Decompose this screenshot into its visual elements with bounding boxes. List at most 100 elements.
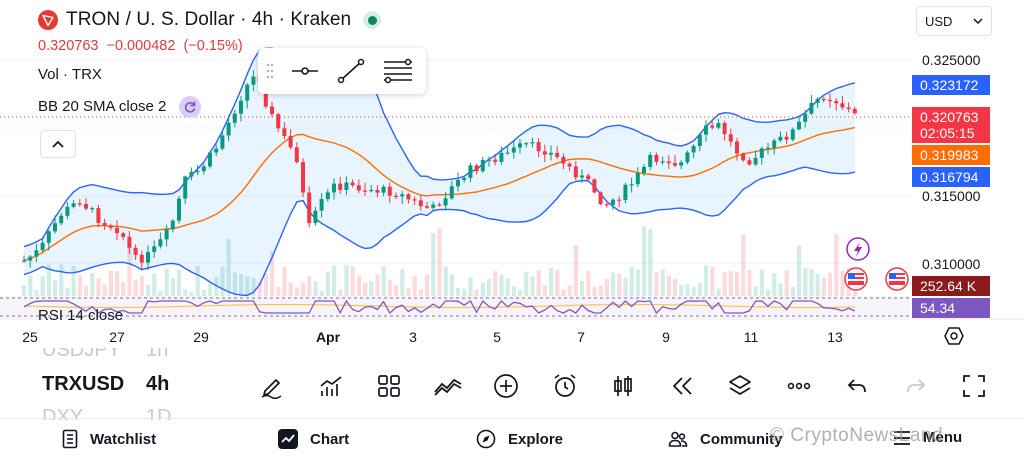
- symbol-title[interactable]: TRON / U. S. Dollar · 4h · Kraken: [66, 9, 352, 30]
- candle-body: [245, 84, 250, 101]
- y-axis-tick: 0.315000: [922, 188, 981, 204]
- candle-body: [840, 103, 845, 108]
- volume-bar: [84, 285, 89, 296]
- more-button[interactable]: [777, 368, 821, 404]
- candle-body: [530, 142, 535, 144]
- candles-button[interactable]: [601, 368, 645, 404]
- x-axis-tick: 25: [22, 329, 38, 345]
- rsi-indicator-label[interactable]: RSI 14 close: [38, 307, 123, 324]
- compare-symbol-button[interactable]: [484, 368, 528, 404]
- rsi-label-text: RSI 14 close: [38, 307, 124, 324]
- horizontal-line-tool-icon[interactable]: [290, 59, 320, 83]
- candle-body: [573, 166, 578, 178]
- volume-bar: [797, 245, 802, 296]
- symbol-name: DXY: [42, 406, 84, 420]
- volume-bar: [629, 266, 634, 296]
- volume-bar: [499, 274, 504, 296]
- us-flag-event-icon-2[interactable]: [885, 267, 909, 291]
- symbol-option[interactable]: DXY 1D: [42, 406, 172, 420]
- volume-bar: [350, 266, 355, 296]
- bollinger-indicator-label[interactable]: BB 20 SMA close 2: [38, 96, 201, 118]
- trend-line-tool-icon[interactable]: [336, 57, 366, 85]
- symbol-option[interactable]: USDJPY 1h: [42, 348, 172, 362]
- symbol-option-selected[interactable]: TRXUSD 4h: [42, 362, 172, 406]
- candle-body: [356, 185, 361, 191]
- x-axis-tick: Apr: [315, 329, 341, 345]
- chart-type-button[interactable]: [426, 368, 470, 404]
- alert-button[interactable]: [543, 368, 587, 404]
- candle-body: [821, 98, 826, 101]
- candle-body: [716, 123, 721, 128]
- candle-body: [164, 229, 169, 240]
- refresh-icon[interactable]: [178, 96, 201, 118]
- candle-body: [536, 142, 541, 152]
- candle-body: [753, 157, 758, 165]
- object-tree-button[interactable]: [718, 368, 762, 404]
- candle-body: [232, 113, 237, 123]
- candle-body: [177, 198, 181, 221]
- candlestick-icon: [614, 376, 632, 396]
- compass-icon: [476, 429, 496, 449]
- collapse-indicators-button[interactable]: [40, 130, 76, 158]
- indicators-button[interactable]: [309, 368, 353, 404]
- candle-body: [96, 208, 101, 223]
- fib-retracement-tool-icon[interactable]: [382, 57, 414, 85]
- volume-bar: [598, 285, 603, 296]
- volume-bar: [790, 286, 795, 296]
- volume-indicator-label[interactable]: Vol · TRX: [38, 66, 102, 83]
- volume-bar: [821, 277, 826, 296]
- candle-body: [592, 179, 597, 193]
- fullscreen-button[interactable]: [952, 368, 996, 404]
- volume-bar: [418, 289, 423, 296]
- x-axis-tick: 3: [409, 329, 417, 345]
- volume-bar: [189, 291, 194, 296]
- candle-body: [220, 135, 225, 149]
- volume-value-label: 252.64 K: [912, 276, 990, 296]
- event-lightning-icon[interactable]: [846, 237, 870, 261]
- drawing-tools-button[interactable]: [250, 368, 294, 404]
- currency-select[interactable]: USD: [916, 6, 992, 36]
- layout-button[interactable]: [367, 368, 411, 404]
- nav-menu[interactable]: Menu: [893, 429, 962, 446]
- volume-bar: [759, 269, 764, 296]
- volume-bar: [133, 279, 138, 296]
- candle-body: [642, 166, 646, 174]
- candle-body: [549, 152, 553, 155]
- volume-bar: [208, 283, 213, 296]
- candle-body: [406, 194, 411, 200]
- replay-button[interactable]: [660, 368, 704, 404]
- candle-body: [505, 152, 510, 154]
- us-flag-event-icon[interactable]: [844, 267, 868, 291]
- volume-bar: [803, 267, 808, 296]
- nav-explore[interactable]: Explore: [476, 429, 563, 449]
- candle-body: [22, 260, 26, 262]
- candle-body: [468, 165, 473, 178]
- volume-bar: [294, 287, 299, 296]
- undo-button[interactable]: [835, 368, 879, 404]
- candle-body: [307, 192, 312, 224]
- nav-watchlist[interactable]: Watchlist: [62, 429, 156, 449]
- nav-community[interactable]: Community: [668, 429, 783, 449]
- redo-button[interactable]: [894, 368, 938, 404]
- volume-bar: [96, 278, 101, 296]
- nav-chart[interactable]: Chart: [278, 429, 349, 449]
- redo-icon: [906, 379, 925, 393]
- volume-bar: [722, 272, 727, 296]
- layers-icon: [729, 375, 751, 395]
- candle-body: [542, 151, 547, 155]
- price-readout: 0.320763 −0.000482 (−0.15%): [38, 38, 243, 54]
- volume-bar: [288, 282, 293, 296]
- volume-bar: [46, 264, 51, 296]
- symbol-picker[interactable]: USDJPY 1h TRXUSD 4h DXY 1D: [42, 348, 172, 420]
- candle-body: [741, 153, 746, 161]
- candle-body: [387, 186, 392, 196]
- volume-bar: [412, 276, 417, 296]
- chart-settings-icon[interactable]: [944, 326, 964, 346]
- candle-body: [666, 161, 671, 164]
- volume-bar: [468, 277, 473, 296]
- price-change-percent: (−0.15%): [183, 38, 243, 54]
- drag-handle-icon[interactable]: [266, 62, 274, 80]
- bollinger-band-fill: [24, 48, 855, 296]
- candle-body: [648, 154, 653, 167]
